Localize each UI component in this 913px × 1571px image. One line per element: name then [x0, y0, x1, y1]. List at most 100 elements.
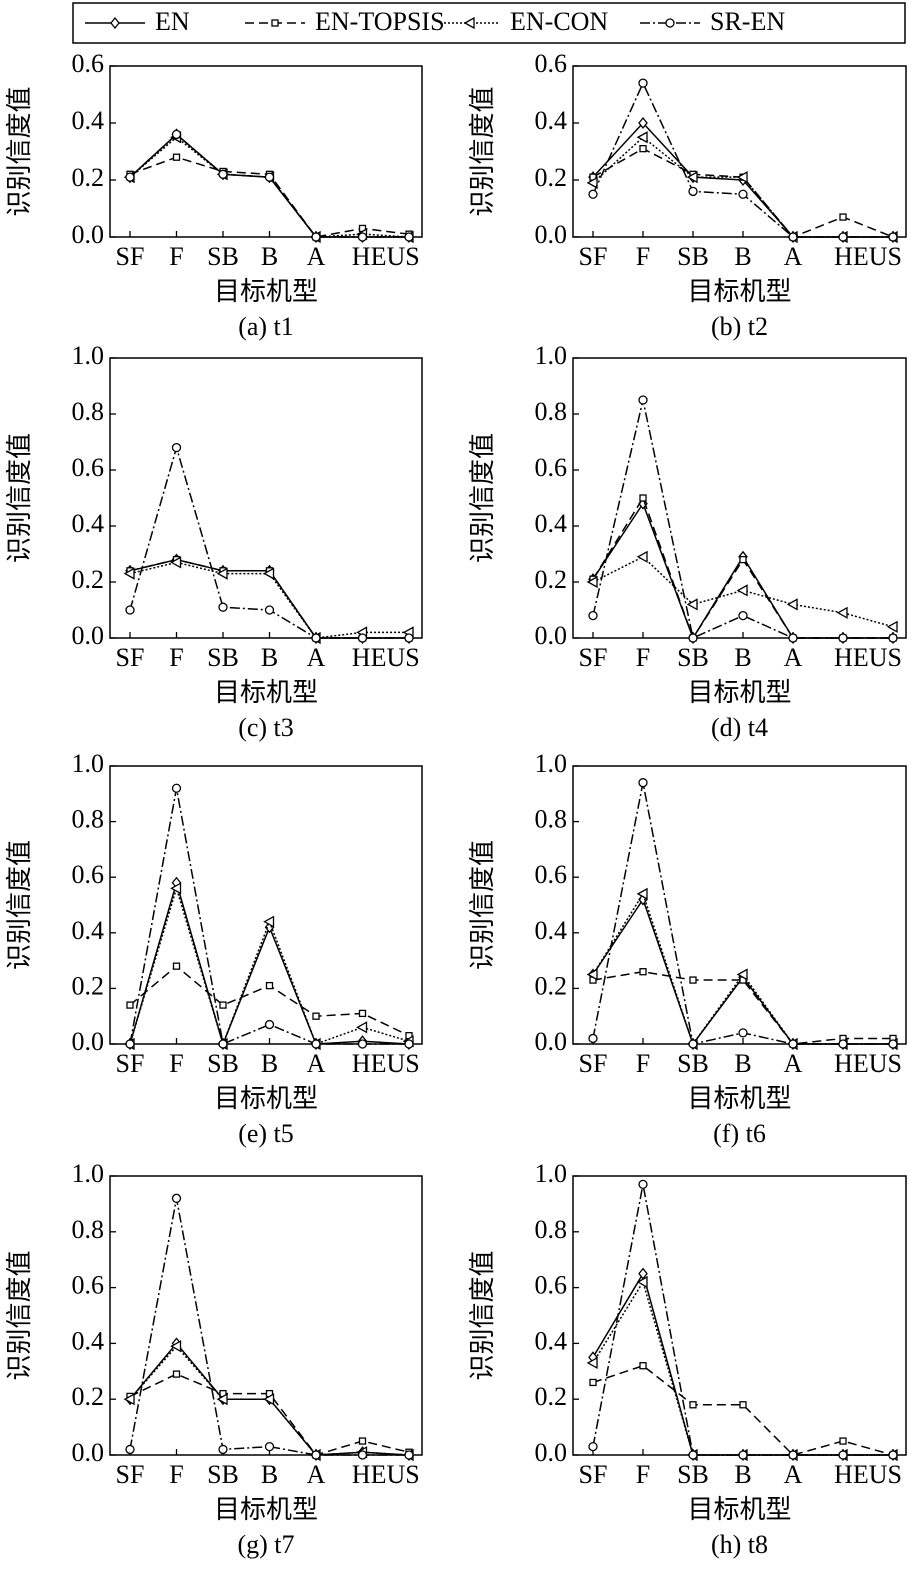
- marker: [588, 610, 598, 621]
- marker: [639, 494, 647, 502]
- x-axis-label: 目标机型: [214, 678, 318, 707]
- x-axis-label: 目标机型: [687, 1495, 791, 1524]
- marker: [358, 1437, 367, 1445]
- y-tick-label: 1.0: [535, 1159, 568, 1188]
- marker: [172, 153, 181, 161]
- marker: [739, 1401, 747, 1409]
- x-tick-label: HEUS: [352, 242, 420, 271]
- marker: [311, 633, 321, 643]
- marker: [838, 633, 848, 643]
- x-tick-label: B: [261, 1049, 278, 1078]
- marker: [738, 610, 748, 621]
- marker: [888, 1450, 898, 1460]
- x-tick-label: HEUS: [352, 1049, 420, 1078]
- series-line: [592, 399, 893, 640]
- marker: [265, 981, 274, 990]
- y-tick-label: 0.2: [535, 163, 568, 192]
- marker: [639, 968, 647, 976]
- marker: [218, 1444, 228, 1455]
- x-tick-label: SB: [207, 242, 239, 271]
- x-tick-label: F: [169, 242, 183, 271]
- x-axis-label: 目标机型: [214, 277, 318, 306]
- marker: [172, 1370, 181, 1378]
- marker: [638, 395, 648, 405]
- legend-label: SR-EN: [710, 7, 785, 36]
- marker: [639, 1362, 647, 1370]
- marker: [172, 962, 181, 970]
- x-tick-label: B: [261, 643, 278, 672]
- y-tick-label: 0.8: [72, 805, 105, 834]
- x-tick-label: A: [784, 643, 803, 672]
- chart-title: (h) t8: [711, 1530, 768, 1559]
- marker: [171, 129, 182, 140]
- marker: [588, 1033, 598, 1044]
- x-tick-label: A: [307, 242, 326, 271]
- marker: [312, 1012, 320, 1020]
- series-line: [592, 81, 893, 238]
- plot-frame: [109, 357, 423, 639]
- marker: [216, 1393, 228, 1406]
- y-tick-label: 1.0: [535, 749, 568, 778]
- series-line: [129, 136, 410, 238]
- y-tick-label: 0.6: [535, 453, 568, 482]
- y-tick-label: 0.6: [72, 49, 105, 78]
- marker: [170, 882, 182, 895]
- y-tick-label: 0.4: [72, 916, 105, 945]
- marker: [357, 232, 368, 242]
- marker: [689, 1401, 697, 1409]
- y-tick-label: 0.6: [535, 860, 568, 889]
- x-tick-label: B: [734, 643, 751, 672]
- x-tick-label: A: [784, 242, 803, 271]
- x-tick-label: SB: [677, 1049, 709, 1078]
- marker: [788, 1450, 798, 1460]
- marker: [126, 1001, 134, 1009]
- marker: [838, 232, 848, 242]
- y-tick-label: 0.4: [535, 1326, 568, 1355]
- marker: [125, 172, 135, 182]
- x-tick-label: F: [636, 242, 650, 271]
- marker: [888, 232, 898, 242]
- y-tick-label: 0.2: [72, 565, 105, 594]
- marker: [689, 976, 697, 984]
- marker: [586, 575, 598, 589]
- series-line: [129, 1198, 409, 1456]
- x-tick-label: HEUS: [834, 242, 902, 271]
- marker: [171, 1193, 182, 1203]
- x-axis-label: 目标机型: [687, 678, 791, 707]
- marker: [263, 1393, 275, 1406]
- marker: [638, 778, 648, 788]
- legend-box: [72, 2, 906, 44]
- marker: [218, 1039, 228, 1049]
- marker: [738, 189, 748, 199]
- marker: [311, 1039, 321, 1049]
- marker: [638, 1179, 648, 1190]
- y-tick-label: 0.0: [535, 1438, 568, 1467]
- x-tick-label: F: [636, 1460, 650, 1489]
- y-tick-label: 0.8: [72, 397, 105, 426]
- legend-label: EN-TOPSIS: [315, 7, 445, 36]
- marker: [736, 584, 748, 597]
- marker: [736, 968, 748, 981]
- series-line: [592, 1184, 893, 1456]
- marker: [738, 1028, 748, 1038]
- marker: [838, 1450, 848, 1460]
- marker: [404, 1039, 414, 1049]
- x-tick-label: B: [261, 1460, 278, 1489]
- x-tick-label: A: [307, 1049, 326, 1078]
- marker: [738, 1450, 748, 1460]
- x-tick-label: SF: [116, 242, 145, 271]
- y-tick-label: 0.2: [72, 971, 105, 1000]
- marker: [357, 633, 368, 643]
- marker: [638, 78, 648, 88]
- plot-frame: [109, 1175, 423, 1456]
- legend-label: EN-CON: [510, 7, 608, 36]
- y-tick-label: 0.4: [72, 509, 105, 538]
- x-tick-label: SF: [579, 1049, 608, 1078]
- series-line: [129, 156, 410, 238]
- series-line: [592, 136, 893, 238]
- marker: [219, 1001, 227, 1009]
- series-line: [592, 892, 893, 1046]
- series-line: [592, 1280, 893, 1456]
- y-tick-label: 0.4: [535, 916, 568, 945]
- x-tick-label: SB: [207, 1460, 239, 1489]
